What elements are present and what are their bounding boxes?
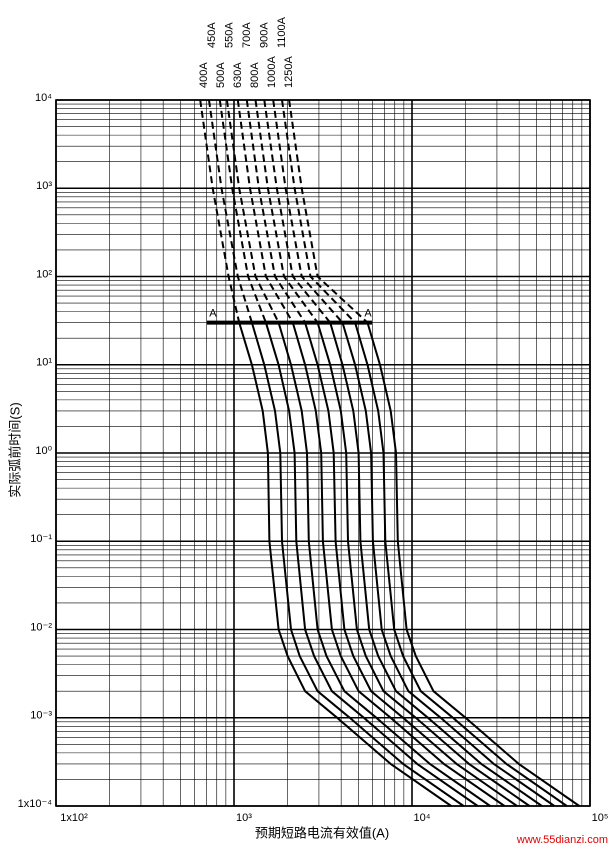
dashed-curve	[288, 99, 369, 324]
y-tick-label: 1x10⁻⁴	[18, 798, 53, 810]
curve	[250, 322, 465, 807]
y-tick-label: 10²	[36, 268, 52, 280]
y-tick-label: 10³	[36, 180, 52, 192]
dashed-curve	[199, 99, 241, 323]
curve	[277, 322, 491, 807]
legend-label: 800A	[249, 62, 261, 88]
legend-label: 900A	[258, 22, 270, 48]
x-axis-title: 预期短路电流有效值(A)	[255, 825, 389, 840]
y-tick-label: 10⁰	[35, 445, 52, 457]
curve	[264, 322, 479, 807]
curve	[341, 322, 555, 807]
y-axis-title: 实际弧前时间(S)	[7, 402, 22, 497]
dashed-curve	[208, 99, 253, 323]
reference-label: A	[209, 308, 217, 320]
curve	[238, 322, 452, 807]
y-tick-label: 10¹	[36, 357, 52, 369]
dashed-curve	[263, 99, 331, 324]
dashed-curve	[218, 99, 267, 323]
curve	[366, 322, 580, 807]
y-tick-label: 10⁻³	[30, 710, 52, 722]
legend-label: 550A	[223, 22, 235, 48]
dashed-curve	[272, 99, 344, 324]
dashed-curve	[225, 99, 280, 324]
legend-label: 1250A	[283, 56, 295, 88]
legend-label: 500A	[215, 62, 227, 88]
dashed-curve	[254, 99, 319, 324]
y-tick-label: 10⁴	[35, 92, 52, 104]
curve	[329, 322, 543, 807]
x-tick-label: 10⁵	[592, 812, 609, 824]
curve	[291, 322, 506, 807]
plot-frame	[55, 99, 591, 807]
curve	[316, 322, 531, 807]
y-tick-label: 10⁻²	[30, 621, 52, 633]
reference-label: A	[364, 308, 372, 320]
x-tick-label: 10⁴	[414, 812, 431, 824]
legend-label: 630A	[232, 62, 244, 88]
curve	[354, 322, 568, 807]
watermark: www.55dianzi.com	[516, 834, 608, 846]
legend-label: 400A	[198, 62, 210, 88]
legend-label: 1100A	[276, 16, 288, 48]
legend-label: 450A	[206, 22, 218, 48]
legend-label: 700A	[241, 22, 253, 48]
dashed-curve	[236, 99, 294, 324]
x-tick-label: 10³	[236, 812, 252, 824]
dashed-curve	[281, 99, 356, 324]
legend-label: 1000A	[266, 56, 278, 88]
dashed-curve	[245, 99, 306, 324]
curve	[304, 322, 518, 807]
x-tick-label: 1x10²	[60, 812, 88, 824]
y-tick-label: 10⁻¹	[30, 533, 52, 545]
